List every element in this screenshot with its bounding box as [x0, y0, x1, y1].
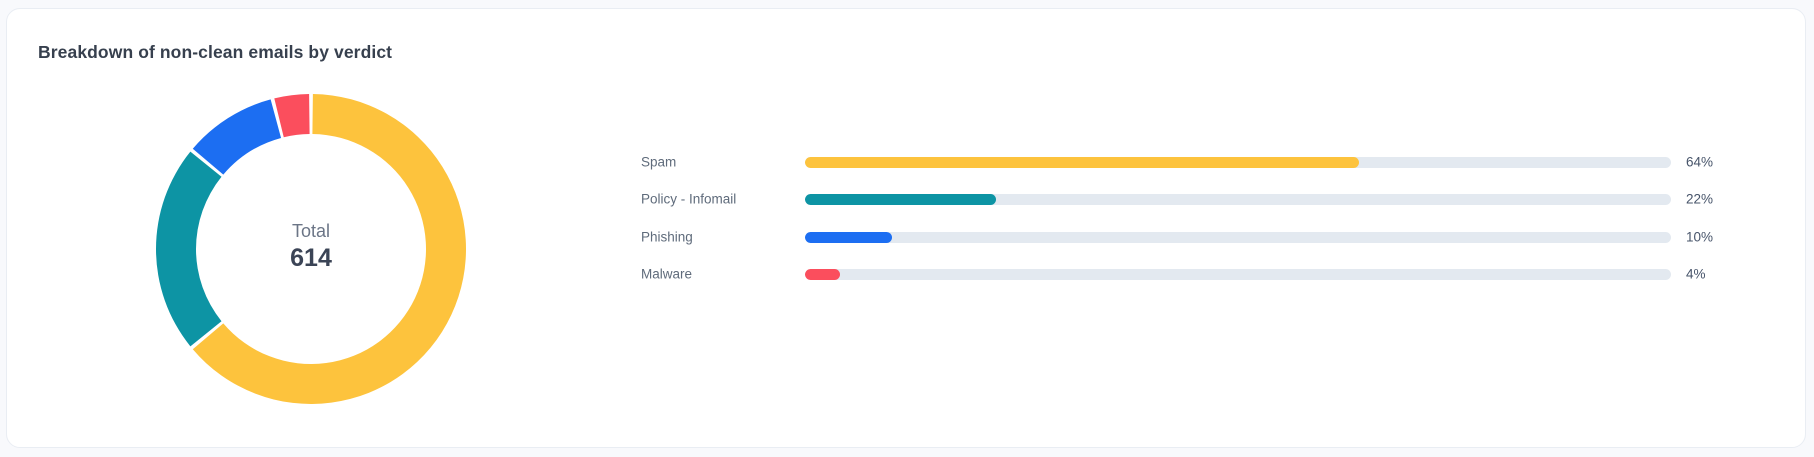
verdict-percent: 4%: [1686, 266, 1706, 282]
verdict-row-phishing: Phishing 10%: [7, 227, 1805, 247]
verdict-bar-fill[interactable]: [805, 193, 996, 205]
verdict-row-spam: Spam 64%: [7, 152, 1805, 172]
verdict-percent: 64%: [1686, 154, 1714, 170]
verdict-bar-track[interactable]: [805, 156, 1671, 168]
verdict-bar-track[interactable]: [805, 268, 1671, 280]
verdict-bar-list: Spam 64% Policy - Infomail 22% Phishing: [7, 9, 1805, 447]
verdict-bar-fill[interactable]: [805, 268, 840, 280]
donut-slice-phishing[interactable]: [192, 99, 282, 175]
verdict-label: Spam: [641, 154, 677, 170]
donut-slice-malware[interactable]: [274, 94, 310, 138]
verdict-label: Malware: [641, 266, 693, 282]
verdict-row-policy-infomail: Policy - Infomail 22%: [7, 189, 1805, 209]
verdict-percent: 22%: [1686, 191, 1714, 207]
verdict-bar-track[interactable]: [805, 231, 1671, 243]
verdict-breakdown-card: Breakdown of non-clean emails by verdict…: [6, 8, 1806, 448]
verdict-label: Policy - Infomail: [641, 191, 737, 207]
verdict-bar-fill[interactable]: [805, 231, 892, 243]
verdict-percent: 10%: [1686, 229, 1714, 245]
verdict-row-malware: Malware 4%: [7, 264, 1805, 284]
verdict-bar-track[interactable]: [805, 193, 1671, 205]
donut-svg[interactable]: [156, 94, 466, 404]
card-title: Breakdown of non-clean emails by verdict: [38, 42, 393, 62]
verdict-label: Phishing: [641, 229, 693, 245]
verdict-bar-fill[interactable]: [805, 156, 1360, 168]
donut-slice-spam[interactable]: [192, 94, 466, 404]
donut-slice-policy-infomail[interactable]: [156, 151, 222, 347]
